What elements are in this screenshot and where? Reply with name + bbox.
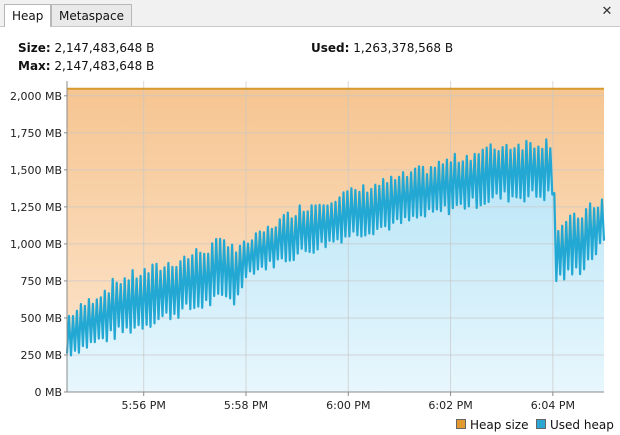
used-heap-line: [65, 138, 606, 357]
legend-heap-size-swatch: [456, 419, 466, 429]
size-label: Size:: [18, 41, 51, 55]
x-tick-label: 5:58 PM: [224, 399, 268, 412]
y-tick-label: 1,250 MB: [10, 201, 62, 214]
max-label: Max:: [18, 59, 51, 73]
x-tick-label: 6:00 PM: [326, 399, 370, 412]
y-tick-label: 500 MB: [20, 312, 62, 325]
y-tick-label: 1,500 MB: [10, 164, 62, 177]
max-info: Max: 2,147,483,648 B: [18, 59, 154, 73]
y-tick-label: 250 MB: [20, 349, 62, 362]
y-tick-label: 0 MB: [34, 386, 62, 399]
x-tick-label: 6:04 PM: [531, 399, 575, 412]
used-label: Used:: [311, 41, 350, 55]
max-value: 2,147,483,648 B: [54, 59, 155, 73]
tab-metaspace[interactable]: Metaspace: [51, 4, 132, 26]
legend-used-heap-swatch: [536, 419, 546, 429]
used-value: 1,263,378,568 B: [353, 41, 454, 55]
used-info: Used: 1,263,378,568 B: [311, 41, 453, 55]
tab-bar: Heap Metaspace ✕: [0, 0, 620, 27]
size-value: 2,147,483,648 B: [54, 41, 155, 55]
size-info: Size: 2,147,483,648 B: [18, 41, 154, 55]
y-tick-label: 1,750 MB: [10, 127, 62, 140]
tab-heap[interactable]: Heap: [4, 4, 52, 27]
y-tick-label: 2,000 MB: [10, 90, 62, 103]
x-tick-label: 5:56 PM: [122, 399, 166, 412]
legend-used-heap-label: Used heap: [550, 418, 614, 432]
y-tick-label: 750 MB: [20, 275, 62, 288]
x-tick-label: 6:02 PM: [428, 399, 472, 412]
y-tick-label: 1,000 MB: [10, 238, 62, 251]
close-icon[interactable]: ✕: [601, 4, 613, 19]
legend-heap-size-label: Heap size: [470, 418, 529, 432]
